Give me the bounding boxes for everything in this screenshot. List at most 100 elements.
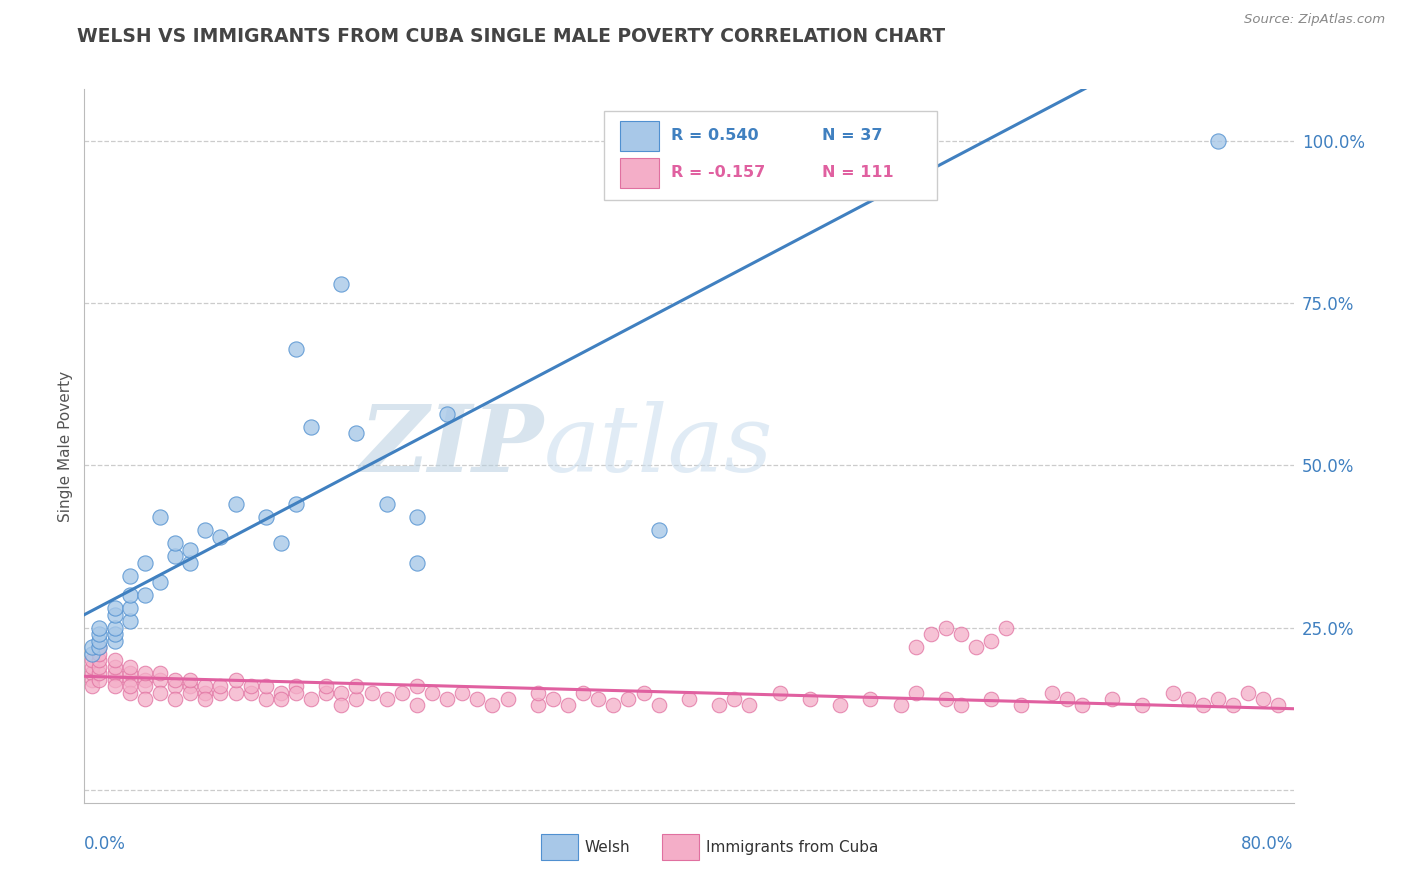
Point xyxy=(89,647,111,661)
Point xyxy=(572,685,595,699)
Point xyxy=(239,679,262,693)
Point xyxy=(496,692,519,706)
Point xyxy=(179,685,201,699)
Point xyxy=(935,692,957,706)
Point xyxy=(104,659,127,673)
Text: N = 37: N = 37 xyxy=(823,128,883,143)
Point xyxy=(165,679,187,693)
FancyBboxPatch shape xyxy=(620,158,659,187)
Point xyxy=(118,659,141,673)
Point xyxy=(104,621,127,635)
Text: Welsh: Welsh xyxy=(585,839,630,855)
Point xyxy=(375,692,398,706)
FancyBboxPatch shape xyxy=(620,120,659,151)
Point xyxy=(346,692,368,706)
Point xyxy=(179,679,201,693)
FancyBboxPatch shape xyxy=(605,111,936,200)
Text: Immigrants from Cuba: Immigrants from Cuba xyxy=(706,839,879,855)
Point xyxy=(89,640,111,654)
Text: 0.0%: 0.0% xyxy=(84,835,127,853)
Point xyxy=(165,549,187,564)
Point xyxy=(1237,685,1260,699)
Point xyxy=(890,698,912,713)
Point xyxy=(179,673,201,687)
Point xyxy=(80,653,103,667)
Point xyxy=(391,685,413,699)
Point xyxy=(239,685,262,699)
Point xyxy=(346,679,368,693)
Point xyxy=(149,575,172,590)
Point xyxy=(1206,134,1229,148)
Point xyxy=(920,627,942,641)
Point xyxy=(80,679,103,693)
Point xyxy=(738,698,761,713)
Point xyxy=(557,698,579,713)
Point xyxy=(315,679,337,693)
Point xyxy=(1071,698,1094,713)
Point xyxy=(406,556,429,570)
Point xyxy=(1101,692,1123,706)
Point xyxy=(89,659,111,673)
Point xyxy=(194,524,217,538)
Point xyxy=(270,692,292,706)
Point xyxy=(950,627,973,641)
Point xyxy=(769,685,792,699)
FancyBboxPatch shape xyxy=(662,834,699,860)
Point xyxy=(648,698,671,713)
Point xyxy=(330,685,353,699)
Point xyxy=(330,698,353,713)
Point xyxy=(118,685,141,699)
Point xyxy=(859,692,882,706)
Point xyxy=(89,653,111,667)
Point xyxy=(134,666,156,681)
Point xyxy=(1222,698,1244,713)
Point xyxy=(104,601,127,615)
Point xyxy=(80,673,103,687)
Point xyxy=(194,679,217,693)
Point xyxy=(436,407,458,421)
Point xyxy=(104,607,127,622)
Point xyxy=(149,510,172,524)
Point xyxy=(80,647,103,661)
Point xyxy=(165,692,187,706)
Point xyxy=(1177,692,1199,706)
Point xyxy=(104,653,127,667)
Point xyxy=(225,673,247,687)
Point xyxy=(270,685,292,699)
Point xyxy=(89,633,111,648)
Y-axis label: Single Male Poverty: Single Male Poverty xyxy=(58,370,73,522)
Point xyxy=(194,685,217,699)
Point xyxy=(709,698,731,713)
Point xyxy=(527,685,550,699)
Point xyxy=(420,685,443,699)
Point xyxy=(980,633,1002,648)
Point xyxy=(633,685,655,699)
Point xyxy=(149,666,172,681)
Point xyxy=(80,666,103,681)
Point xyxy=(225,685,247,699)
Point xyxy=(904,685,927,699)
Point xyxy=(194,692,217,706)
Point xyxy=(209,530,232,544)
Point xyxy=(541,692,564,706)
Point xyxy=(935,621,957,635)
Point xyxy=(89,621,111,635)
Point xyxy=(299,419,322,434)
Text: ZIP: ZIP xyxy=(360,401,544,491)
Point xyxy=(149,685,172,699)
Point xyxy=(149,673,172,687)
Point xyxy=(406,510,429,524)
Point xyxy=(436,692,458,706)
Point xyxy=(134,588,156,602)
Point xyxy=(254,679,277,693)
Point xyxy=(225,497,247,511)
Point xyxy=(1056,692,1078,706)
Point xyxy=(648,524,671,538)
Point xyxy=(285,342,308,356)
Point xyxy=(285,497,308,511)
Point xyxy=(1192,698,1215,713)
Text: Source: ZipAtlas.com: Source: ZipAtlas.com xyxy=(1244,13,1385,27)
Point xyxy=(481,698,503,713)
Point xyxy=(588,692,610,706)
Point xyxy=(89,666,111,681)
